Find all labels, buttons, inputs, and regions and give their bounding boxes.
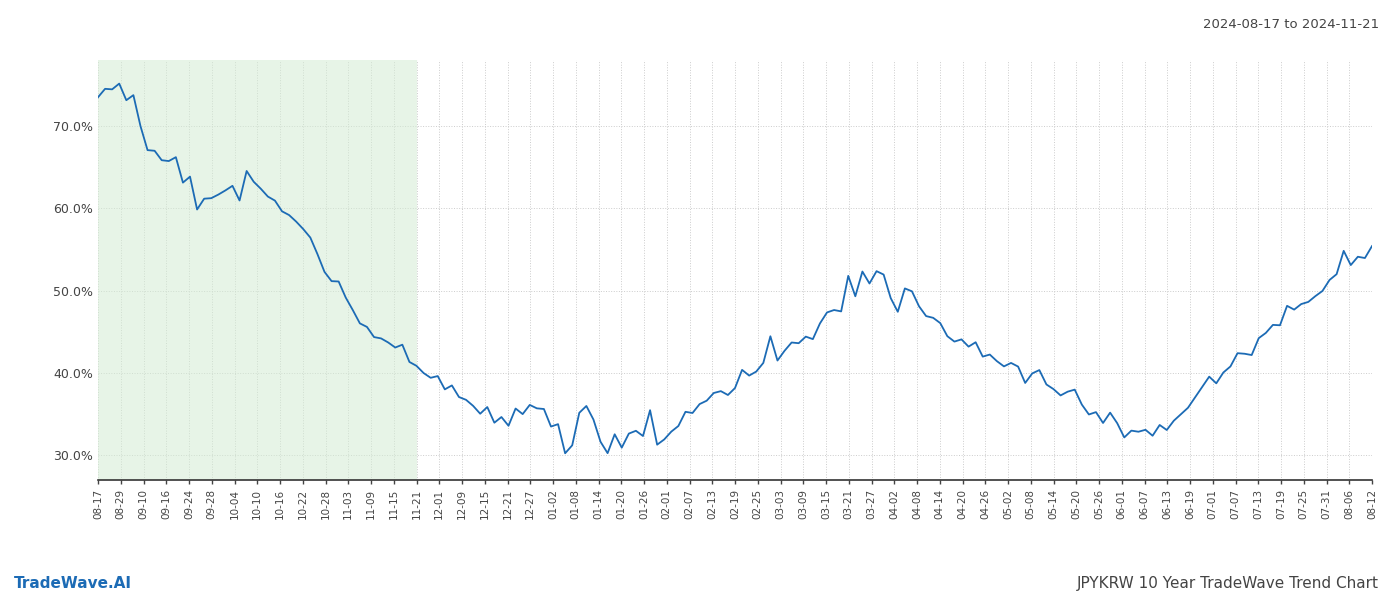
Bar — [98, 60, 417, 480]
Text: 2024-08-17 to 2024-11-21: 2024-08-17 to 2024-11-21 — [1203, 18, 1379, 31]
Text: TradeWave.AI: TradeWave.AI — [14, 576, 132, 591]
Text: JPYKRW 10 Year TradeWave Trend Chart: JPYKRW 10 Year TradeWave Trend Chart — [1077, 576, 1379, 591]
